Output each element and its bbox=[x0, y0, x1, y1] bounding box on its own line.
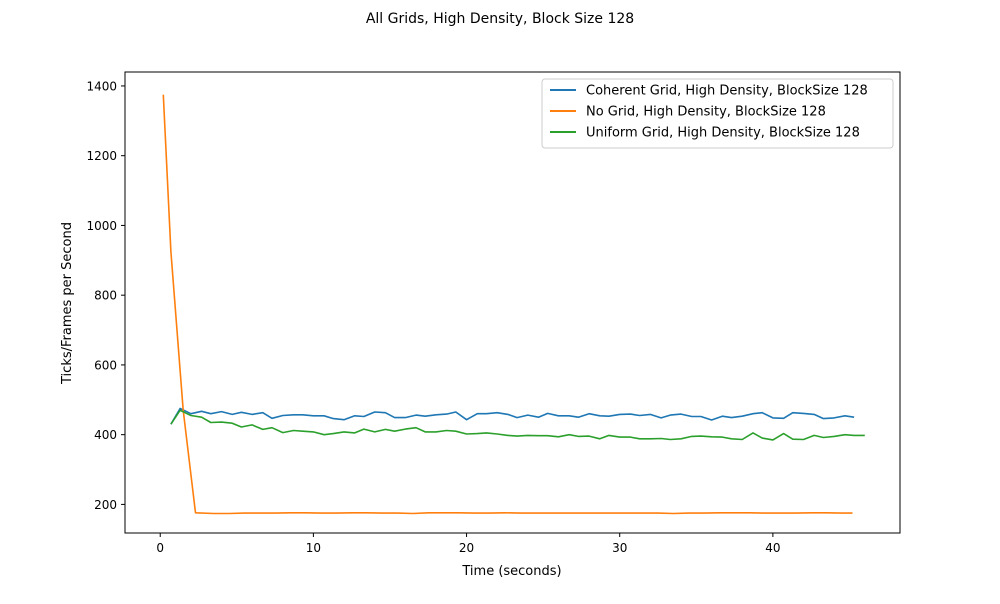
series-line-1 bbox=[162, 94, 853, 515]
y-tick-label: 200 bbox=[94, 498, 117, 512]
x-tick-label: 30 bbox=[612, 541, 627, 555]
plot-frame bbox=[124, 71, 901, 534]
chart-title: All Grids, High Density, Block Size 128 bbox=[366, 11, 634, 27]
series-line-2 bbox=[170, 409, 865, 441]
y-tick-label: 600 bbox=[94, 358, 117, 372]
x-tick-label: 40 bbox=[765, 541, 780, 555]
y-tick-label: 1400 bbox=[86, 79, 117, 93]
legend-label-1: No Grid, High Density, BlockSize 128 bbox=[586, 105, 826, 120]
plot-area bbox=[162, 94, 865, 515]
x-tick-label: 0 bbox=[156, 541, 164, 555]
y-axis-label: Ticks/Frames per Second bbox=[60, 222, 75, 385]
y-tick-label: 1200 bbox=[86, 149, 117, 163]
y-tick-label: 1000 bbox=[86, 219, 117, 233]
legend: Coherent Grid, High Density, BlockSize 1… bbox=[541, 78, 894, 149]
y-tick-label: 400 bbox=[94, 428, 117, 442]
y-tick-label: 800 bbox=[94, 289, 117, 303]
x-tick-label: 10 bbox=[306, 541, 321, 555]
legend-label-0: Coherent Grid, High Density, BlockSize 1… bbox=[586, 84, 868, 99]
legend-label-2: Uniform Grid, High Density, BlockSize 12… bbox=[586, 126, 860, 141]
x-tick-label: 20 bbox=[459, 541, 474, 555]
x-axis-label: Time (seconds) bbox=[461, 564, 561, 579]
legend-box bbox=[541, 78, 894, 149]
axes: 0 10 20 30 40 200 400 600 800 1000 1200 1400 bbox=[86, 71, 901, 555]
series-line-0 bbox=[170, 407, 855, 425]
